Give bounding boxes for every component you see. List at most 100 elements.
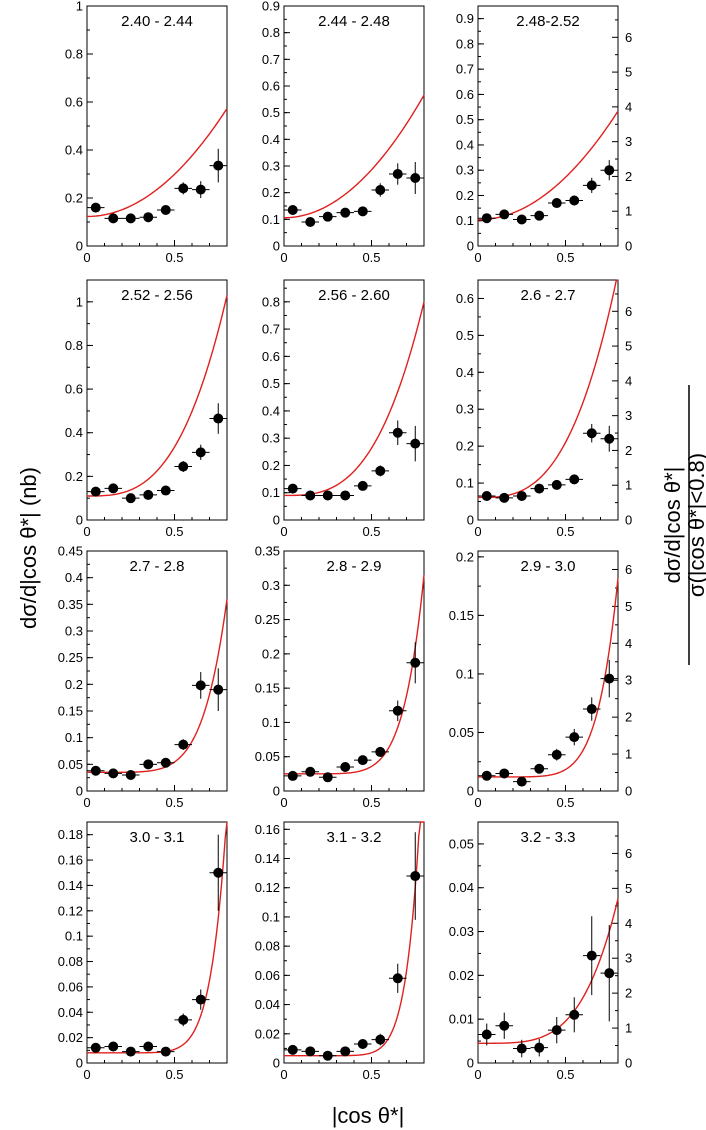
data-point	[604, 165, 615, 176]
y-tick-label: 0.1	[65, 730, 83, 745]
y-tick-label: 0.7	[262, 52, 280, 67]
x-tick-label: 0.5	[362, 795, 380, 810]
y-tick-label: 0.05	[449, 836, 474, 851]
data-point	[499, 1020, 510, 1031]
data-point	[305, 217, 316, 227]
y-tick-label: 0.8	[456, 36, 474, 51]
y-tick-label: 0.05	[58, 757, 83, 772]
y-tick-label: 0.1	[262, 212, 280, 227]
y-tick-label: 0.8	[262, 25, 280, 40]
data-point	[287, 483, 298, 494]
y-tick-label: 0.2	[262, 185, 280, 200]
plot-frame	[86, 821, 228, 1064]
data-point	[375, 1034, 386, 1045]
data-point	[340, 490, 351, 501]
y2-tick-label: 1	[625, 747, 632, 762]
y-tick-label: 0	[467, 784, 474, 799]
data-point	[90, 486, 101, 497]
data-point	[375, 185, 386, 195]
data-point	[551, 198, 562, 209]
fit-curve	[87, 821, 228, 1054]
data-point	[534, 210, 545, 221]
data-point	[322, 772, 333, 783]
y-tick-label: 0.1	[456, 476, 474, 491]
panels-group: 0 0.2 0.4 0.6 0.8 1 0 0.5 2.40 - 2.44 0 0.1 0.2 0.3 0…	[58, 0, 633, 1082]
fit-curve	[87, 295, 228, 497]
y-tick-label: 0.15	[58, 704, 83, 719]
data-point	[586, 180, 597, 191]
plot-frame	[86, 279, 228, 521]
data-point	[375, 465, 386, 476]
y2-tick-label: 2	[625, 443, 632, 458]
y-tick-label: 0.2	[456, 439, 474, 454]
data-point	[213, 867, 224, 878]
x-tick-label: 0.5	[165, 1067, 183, 1082]
fit-curve	[283, 94, 425, 219]
y2-tick-label: 0	[625, 239, 632, 254]
plot-frame	[283, 550, 425, 792]
y-tick-label: 0.05	[255, 749, 280, 764]
y-tick-label: 0	[76, 1056, 83, 1071]
data-point	[213, 684, 224, 695]
y-tick-label: 0.2	[65, 191, 83, 206]
panel-title: 2.40 - 2.44	[121, 13, 193, 30]
data-point	[604, 433, 615, 444]
y-tick-label: 0.3	[456, 163, 474, 178]
y-tick-label: 0.1	[262, 485, 280, 500]
y-tick-label: 0.8	[65, 338, 83, 353]
y2-tick-label: 4	[625, 99, 632, 114]
y2-tick-label: 6	[625, 304, 632, 319]
panel-6: 0 0.1 0.2 0.3 0.4 0.5 0.6 0 1 2 3 4 5 6 0 0.5 2.6 - 2.7	[456, 279, 632, 539]
data-point	[569, 1009, 580, 1020]
data-point	[108, 768, 119, 779]
panel-5: 0 0.1 0.2 0.3 0.4 0.5 0.6 0.7 0.8 0 0.5 2.56 - 2.60	[262, 279, 425, 539]
y-tick-label: 0.9	[456, 11, 474, 26]
data-point	[410, 657, 421, 668]
data-point	[160, 1046, 171, 1057]
y2-tick-label: 3	[625, 134, 632, 149]
data-point	[108, 1041, 119, 1052]
data-point	[410, 173, 421, 183]
y-tick-label: 0.08	[58, 954, 83, 969]
y-tick-label: 0.3	[262, 159, 280, 174]
y-tick-label: 0.3	[65, 624, 83, 639]
y-tick-label: 0.5	[262, 376, 280, 391]
data-point	[551, 749, 562, 760]
x-tick-label: 0	[474, 524, 481, 539]
x-tick-label: 0	[474, 1067, 481, 1082]
y-tick-label: 0.4	[65, 570, 83, 585]
y-tick-label: 0.45	[58, 544, 83, 559]
x-tick-label: 0.5	[165, 524, 183, 539]
data-point	[357, 480, 368, 491]
y-tick-label: 0.04	[58, 1005, 83, 1020]
y-axis-label-right-denominator: σ(|cos θ*|<0.8)	[684, 453, 706, 597]
data-point	[516, 214, 527, 225]
x-tick-label: 0	[474, 795, 481, 810]
panel-10: 0 0.02 0.04 0.06 0.08 0.1 0.12 0.14 0.16 0.18 0 0.5…	[58, 821, 228, 1082]
y2-tick-label: 3	[625, 673, 632, 688]
data-point	[287, 1044, 298, 1055]
y-tick-label: 1	[76, 0, 83, 14]
y-tick-label: 0	[76, 513, 83, 528]
panel-title: 2.7 - 2.8	[129, 558, 184, 575]
y-tick-label: 0.06	[58, 979, 83, 994]
data-point	[516, 491, 527, 501]
data-point	[534, 763, 545, 774]
y2-tick-label: 5	[625, 339, 632, 354]
y-tick-label: 0.3	[262, 578, 280, 593]
data-point	[499, 768, 510, 779]
data-point	[392, 169, 403, 179]
x-tick-label: 0	[280, 524, 287, 539]
data-point	[340, 762, 351, 772]
y2-tick-label: 6	[625, 562, 632, 577]
x-tick-label: 0	[280, 795, 287, 810]
data-point	[357, 1039, 368, 1050]
y-tick-label: 0.3	[262, 431, 280, 446]
x-tick-label: 0	[280, 250, 287, 265]
y-tick-label: 0.2	[262, 458, 280, 473]
y-tick-label: 0.6	[65, 95, 83, 110]
y-tick-label: 1	[76, 294, 83, 309]
data-point	[125, 770, 136, 780]
data-point	[392, 705, 403, 716]
fit-curve	[478, 898, 619, 1044]
